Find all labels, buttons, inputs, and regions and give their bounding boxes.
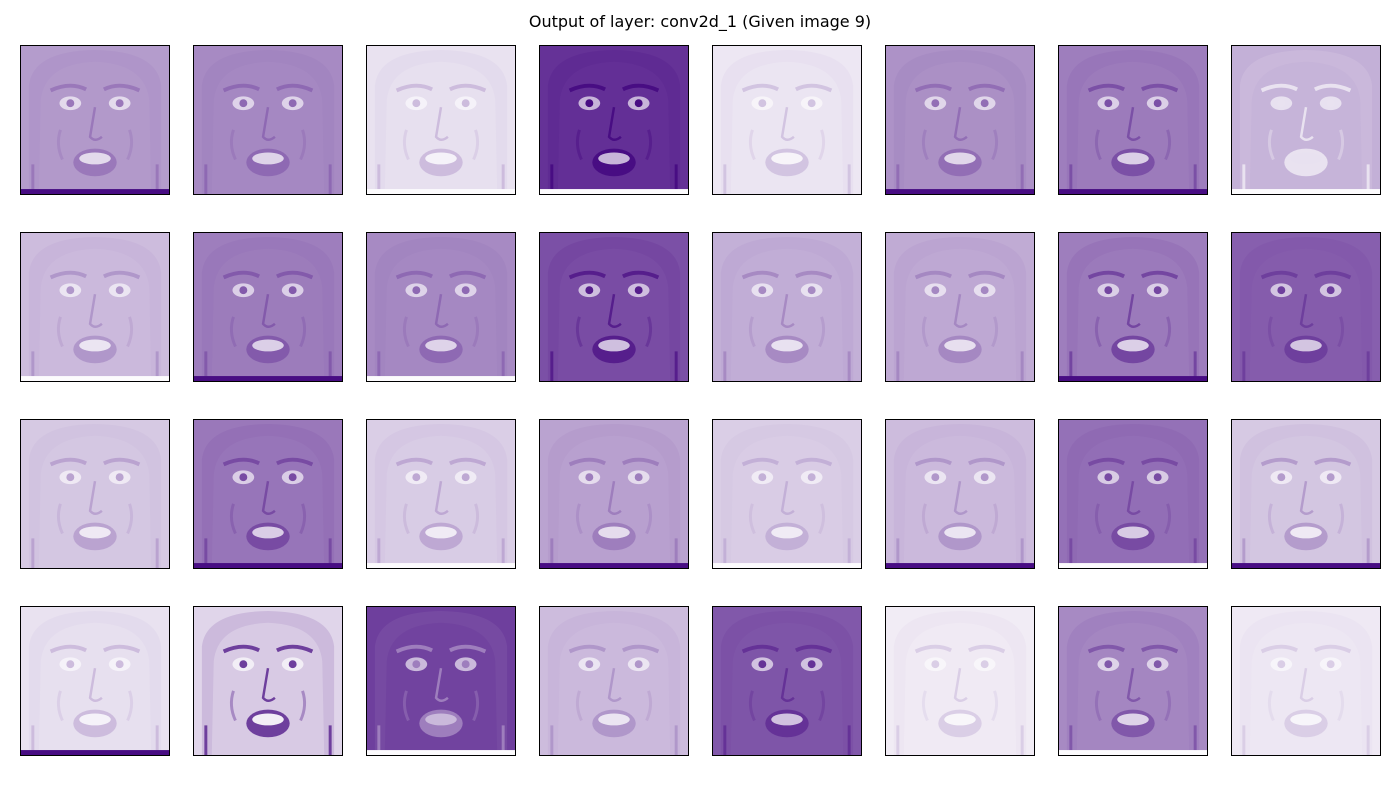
face-activation-image	[540, 420, 688, 568]
face-activation-image	[367, 233, 515, 381]
face-activation-image	[540, 233, 688, 381]
feature-map-panel	[193, 606, 343, 756]
feature-map-panel	[193, 232, 343, 382]
face-activation-image	[194, 233, 342, 381]
face-activation-image	[713, 46, 861, 194]
feature-map-panel	[1058, 606, 1208, 756]
feature-map-panel	[885, 45, 1035, 195]
feature-map-panel	[1231, 232, 1381, 382]
feature-map-panel	[712, 419, 862, 569]
feature-map-panel	[885, 419, 1035, 569]
feature-map-panel	[712, 606, 862, 756]
face-activation-image	[367, 607, 515, 755]
feature-map-panel	[1058, 419, 1208, 569]
face-activation-image	[1059, 46, 1207, 194]
feature-map-panel	[539, 606, 689, 756]
face-activation-image	[886, 46, 1034, 194]
feature-map-panel	[712, 232, 862, 382]
face-activation-image	[886, 420, 1034, 568]
feature-map-panel	[1231, 606, 1381, 756]
face-activation-image	[194, 420, 342, 568]
feature-map-panel	[1058, 232, 1208, 382]
face-activation-image	[21, 46, 169, 194]
face-activation-image	[1232, 46, 1380, 194]
feature-map-panel	[1231, 419, 1381, 569]
feature-map-panel	[366, 419, 516, 569]
face-activation-image	[367, 46, 515, 194]
feature-map-panel	[539, 232, 689, 382]
feature-map-panel	[366, 45, 516, 195]
feature-map-panel	[712, 45, 862, 195]
face-activation-image	[713, 233, 861, 381]
feature-map-panel	[20, 45, 170, 195]
face-activation-image	[21, 233, 169, 381]
face-activation-image	[713, 420, 861, 568]
face-activation-image	[713, 607, 861, 755]
figure-title: Output of layer: conv2d_1 (Given image 9…	[528, 12, 872, 31]
feature-map-panel	[1231, 45, 1381, 195]
face-activation-image	[21, 420, 169, 568]
face-activation-image	[886, 607, 1034, 755]
face-activation-image	[1059, 607, 1207, 755]
feature-map-panel	[539, 419, 689, 569]
face-activation-image	[540, 46, 688, 194]
face-activation-image	[194, 46, 342, 194]
feature-map-panel	[20, 419, 170, 569]
face-activation-image	[1232, 420, 1380, 568]
face-activation-image	[1059, 420, 1207, 568]
feature-map-panel	[366, 606, 516, 756]
feature-map-panel	[885, 606, 1035, 756]
face-activation-image	[1232, 607, 1380, 755]
feature-map-panel	[366, 232, 516, 382]
face-activation-image	[367, 420, 515, 568]
feature-map-panel	[193, 45, 343, 195]
feature-map-panel	[193, 419, 343, 569]
face-activation-image	[886, 233, 1034, 381]
face-activation-image	[1059, 233, 1207, 381]
feature-map-panel	[1058, 45, 1208, 195]
feature-map-panel	[20, 232, 170, 382]
feature-map-panel	[20, 606, 170, 756]
face-activation-image	[540, 607, 688, 755]
feature-map-panel	[885, 232, 1035, 382]
face-activation-image	[21, 607, 169, 755]
face-activation-image	[1232, 233, 1380, 381]
feature-map-panel	[539, 45, 689, 195]
face-activation-image	[194, 607, 342, 755]
